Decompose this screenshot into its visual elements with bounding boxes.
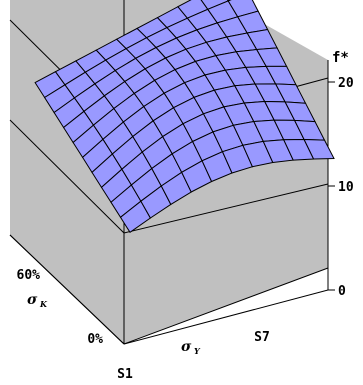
y-axis — [9, 234, 125, 345]
x-tick-s7: S7 — [254, 330, 270, 345]
svg-text:K: K — [39, 299, 48, 309]
y-tick-0: 0% — [87, 332, 103, 347]
y-tick-60: 60% — [17, 268, 41, 283]
surface-cell — [303, 138, 335, 160]
surface-mesh — [34, 0, 335, 234]
y-axis-title: σ K — [27, 292, 48, 309]
svg-text:Y: Y — [194, 346, 201, 356]
x-tick-s1: S1 — [117, 367, 133, 382]
x-axis-title: σ Y — [181, 339, 201, 356]
floor-edge-back — [123, 267, 329, 345]
grid-line-10-right — [123, 183, 329, 234]
floor — [10, 159, 328, 344]
grid-line-10-left — [9, 119, 125, 234]
svg-text:σ: σ — [27, 292, 38, 308]
x-axis — [123, 289, 329, 345]
svg-text:σ: σ — [181, 339, 192, 355]
z-tick-label-10: 10 — [338, 180, 354, 195]
z-tick-label-20: 20 — [338, 76, 354, 91]
z-tick-label-0: 0 — [338, 284, 346, 299]
z-ticks: 0 10 20 — [328, 76, 354, 299]
z-axis-label: f* — [332, 50, 349, 66]
